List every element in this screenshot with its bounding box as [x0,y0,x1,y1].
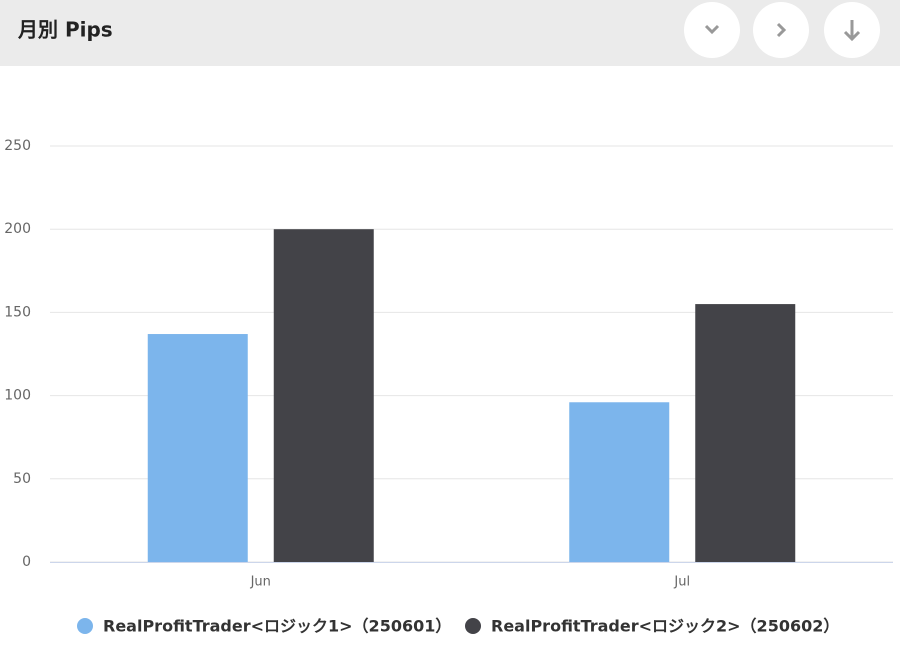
collapse-button[interactable] [684,2,740,58]
y-tick-label: 100 [4,388,31,404]
y-tick-label: 250 [4,138,31,154]
bar [695,304,796,562]
y-tick-label: 150 [4,304,31,320]
legend-label: RealProfitTrader<ロジック2>（250602） [491,617,839,636]
chart-title: 月別 Pips [17,18,113,42]
bar [147,334,248,562]
download-button[interactable] [824,2,880,58]
y-tick-label: 0 [22,554,31,570]
header-bar [0,0,900,66]
x-tick-label: Jun [250,575,271,590]
y-tick-label: 50 [13,471,31,487]
x-tick-label: Jul [673,575,690,590]
bar [273,229,374,562]
legend-marker [77,618,93,634]
legend-label: RealProfitTrader<ロジック1>（250601） [103,617,451,636]
legend-marker [465,618,481,634]
next-button[interactable] [753,2,809,58]
bar [569,402,670,562]
y-tick-label: 200 [4,221,31,237]
